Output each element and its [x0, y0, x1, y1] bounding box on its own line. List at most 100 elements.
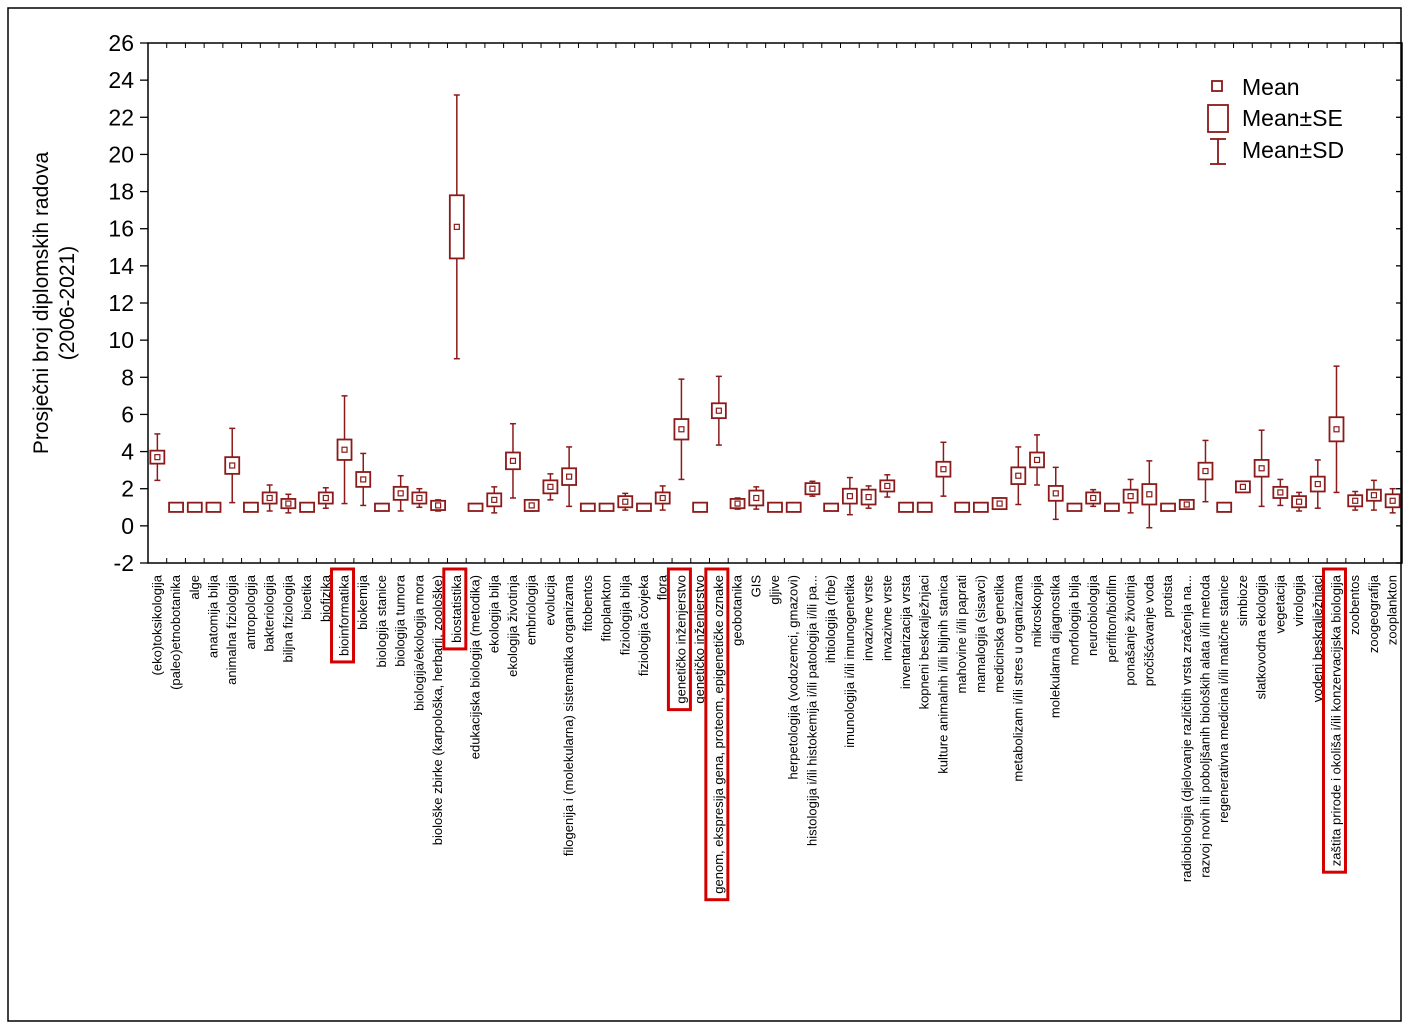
se-box — [1309, 475, 1326, 493]
se-box — [243, 501, 259, 513]
se-box — [336, 438, 353, 461]
se-box — [1178, 498, 1195, 511]
x-tick-label: flora — [655, 574, 670, 600]
x-tick-label: biološke zbirke (karpološka, herbarij, z… — [430, 575, 445, 845]
se-box — [598, 502, 615, 512]
y-tick-label: -2 — [114, 550, 134, 576]
x-tick-label: razvoj novih ili poboljšanih bioloških a… — [1197, 574, 1212, 878]
x-tick-label: biologija stanice — [374, 575, 389, 668]
data-marks — [149, 94, 1401, 529]
mean-marker — [1015, 472, 1022, 479]
x-tick-label: herpetologija (vodozemci, gmazovi) — [786, 575, 801, 779]
x-tick-label: biofizika — [318, 574, 333, 622]
mean-marker — [865, 493, 872, 501]
x-tick-label: evolucija — [542, 574, 557, 625]
se-box — [1328, 416, 1345, 443]
se-box — [916, 501, 933, 513]
y-tick-label: 10 — [108, 327, 134, 353]
x-tick-label: zaštita prirode i okoliša i/ili konzerva… — [1328, 574, 1343, 866]
mean-marker — [491, 496, 498, 503]
y-tick-label: 22 — [108, 104, 134, 130]
highlight-box — [666, 567, 692, 712]
se-box — [317, 491, 334, 505]
se-box — [1141, 483, 1158, 506]
se-box — [299, 501, 315, 513]
x-tick-label: morfologija bilja — [1066, 574, 1081, 665]
x-tick-label: alge — [187, 575, 202, 600]
x-tick-label: protista — [1160, 574, 1175, 617]
se-box — [1047, 485, 1064, 502]
se-box — [879, 479, 896, 493]
x-tick-label: mamalogija (sisavci) — [973, 575, 988, 693]
x-tick-label: inventarizacija vrsta — [898, 574, 913, 689]
y-tick-label: 2 — [121, 476, 134, 502]
x-tick-label: ekologija životinja — [505, 574, 520, 677]
se-box — [205, 501, 222, 513]
x-tick-label: vodeni beskralježnjaci — [1310, 575, 1325, 702]
se-box — [935, 460, 952, 478]
mean-marker — [547, 483, 554, 490]
y-tick-label: 0 — [121, 513, 134, 539]
mean-marker — [528, 502, 535, 509]
mean-marker — [678, 426, 685, 433]
x-tick-label: bioinformatika — [337, 574, 352, 656]
legend-sd-label: Mean±SD — [1242, 137, 1344, 163]
se-box — [1272, 485, 1289, 499]
se-box — [1010, 466, 1027, 485]
se-box — [954, 501, 971, 513]
x-tick-label: biologija tumora — [393, 574, 408, 667]
x-tick-label: fitobentos — [580, 575, 595, 632]
se-box — [673, 418, 690, 441]
x-tick-label: biljna fiziologija — [280, 574, 295, 662]
x-tick-label: gljive — [767, 575, 782, 605]
mean-marker — [1033, 456, 1041, 464]
se-box — [898, 501, 914, 513]
se-box — [1197, 461, 1214, 481]
mean-marker — [1370, 492, 1378, 499]
se-box — [617, 495, 634, 509]
x-tick-label: ponašanje životinja — [1123, 574, 1138, 685]
x-tick-label: edukacijska biologija (metodika) — [468, 575, 483, 759]
mean-marker — [397, 490, 404, 497]
highlight-box — [330, 567, 356, 664]
mean-marker — [566, 473, 573, 480]
mean-marker — [1333, 426, 1340, 433]
mean-marker — [846, 493, 853, 500]
y-tick-label: 12 — [108, 290, 134, 316]
x-tick-label: molekularna dijagnostika — [1048, 574, 1063, 718]
mean-marker — [1352, 497, 1359, 504]
x-tick-label: medicinska genetika — [992, 574, 1007, 693]
se-box — [505, 451, 521, 471]
x-tick-label: perifiton/biofilm — [1104, 575, 1119, 662]
se-box — [1235, 480, 1251, 494]
x-tick-label: fiziologija bilja — [617, 574, 632, 655]
x-tick-label: ihtiologija (ribe) — [823, 575, 838, 663]
se-box — [448, 194, 465, 260]
x-tick-label: ekologija bilja — [486, 574, 501, 653]
se-box — [542, 479, 559, 495]
mean-marker — [622, 498, 629, 505]
mean-marker — [1277, 489, 1284, 496]
se-box — [467, 502, 484, 512]
se-box — [1085, 491, 1102, 505]
x-tick-label: animalna fiziologija — [224, 574, 239, 685]
se-box — [1029, 451, 1045, 469]
x-axis — [147, 43, 1403, 563]
x-tick-label: virologija — [1291, 574, 1306, 626]
x-tick-label: filogenija i (molekularna) sistematika o… — [561, 574, 576, 856]
legend-mean-label: Mean — [1242, 74, 1300, 100]
y-tick-label: 14 — [108, 253, 134, 279]
y-tick-label: 4 — [121, 439, 134, 465]
x-tick-label: radiobiologija (djelovanje različitih vr… — [1179, 575, 1194, 882]
highlight-box — [704, 567, 730, 902]
se-box — [841, 487, 858, 505]
se-box — [355, 471, 372, 488]
y-tick-label: 26 — [108, 30, 134, 56]
se-box — [654, 491, 671, 505]
se-box — [261, 491, 278, 505]
x-tick-label: biokemija — [355, 574, 370, 630]
x-tick-label: mikroskopija — [1029, 574, 1044, 647]
se-box — [1253, 459, 1270, 478]
se-box — [168, 501, 184, 513]
se-box — [767, 501, 783, 513]
